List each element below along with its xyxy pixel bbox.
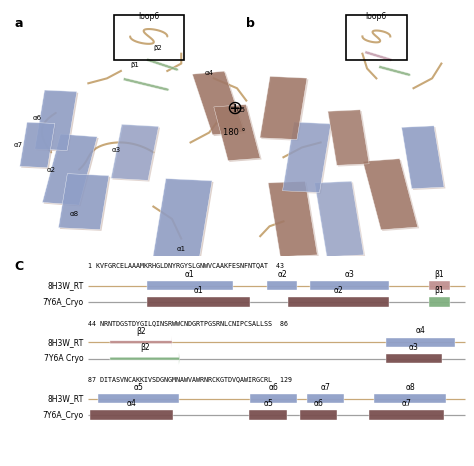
Text: α7: α7 [14, 142, 23, 148]
Polygon shape [21, 123, 56, 169]
FancyBboxPatch shape [98, 394, 179, 403]
Text: β2: β2 [136, 327, 146, 336]
FancyBboxPatch shape [146, 281, 233, 290]
Text: β1: β1 [130, 62, 139, 69]
FancyBboxPatch shape [267, 281, 297, 290]
Polygon shape [36, 91, 78, 152]
Polygon shape [261, 78, 309, 141]
Text: loop6: loop6 [366, 12, 387, 21]
Polygon shape [403, 127, 446, 190]
Polygon shape [260, 76, 307, 139]
Polygon shape [20, 122, 55, 168]
Polygon shape [328, 110, 369, 165]
Text: 7Y6A_Cryo: 7Y6A_Cryo [43, 298, 84, 307]
FancyBboxPatch shape [429, 297, 449, 307]
Polygon shape [401, 126, 444, 189]
Text: 7Y6A_Cryo: 7Y6A_Cryo [43, 411, 84, 419]
FancyBboxPatch shape [369, 411, 444, 420]
FancyBboxPatch shape [429, 281, 449, 290]
Text: b: b [246, 17, 255, 30]
Polygon shape [152, 180, 213, 275]
Text: α1: α1 [177, 246, 186, 252]
Text: loop6: loop6 [138, 12, 159, 21]
Polygon shape [270, 182, 319, 258]
Text: α1: α1 [193, 286, 203, 295]
Polygon shape [284, 123, 332, 194]
Polygon shape [215, 106, 262, 162]
Text: α5: α5 [237, 107, 246, 113]
Text: β2: β2 [140, 343, 150, 352]
Text: β2: β2 [154, 45, 163, 51]
Text: α7: α7 [401, 399, 411, 408]
Polygon shape [214, 104, 260, 161]
Polygon shape [283, 122, 331, 192]
FancyBboxPatch shape [386, 337, 455, 347]
Polygon shape [194, 72, 246, 136]
Text: α5: α5 [263, 399, 273, 408]
Polygon shape [35, 90, 77, 151]
Text: 180 °: 180 ° [223, 128, 246, 137]
Text: 8H3W_RT: 8H3W_RT [47, 281, 84, 290]
Text: α4: α4 [416, 326, 425, 335]
Polygon shape [315, 181, 364, 257]
Text: α3: α3 [409, 343, 419, 351]
Text: α6: α6 [313, 399, 323, 408]
FancyBboxPatch shape [249, 411, 287, 420]
Polygon shape [111, 124, 159, 180]
Polygon shape [42, 134, 97, 205]
Text: 1 KVFGRCELAAAMKRHGLDNYRGYSLGNWVCAAKFESNFNTQAT  43: 1 KVFGRCELAAAMKRHGLDNYRGYSLGNWVCAAKFESNF… [88, 262, 284, 268]
FancyBboxPatch shape [386, 354, 442, 363]
FancyBboxPatch shape [146, 297, 250, 307]
Text: 8H3W_RT: 8H3W_RT [47, 338, 84, 347]
Polygon shape [150, 178, 212, 274]
Text: α2: α2 [47, 166, 55, 172]
FancyBboxPatch shape [310, 281, 389, 290]
Text: α1: α1 [185, 269, 195, 279]
Polygon shape [329, 111, 371, 166]
Text: α3: α3 [112, 147, 121, 153]
Text: a: a [14, 17, 23, 30]
Text: α5: α5 [133, 383, 143, 391]
Text: α4: α4 [127, 399, 137, 408]
Polygon shape [192, 71, 245, 135]
FancyBboxPatch shape [374, 394, 446, 403]
Text: 7Y6A Cryo: 7Y6A Cryo [44, 354, 84, 363]
Text: α6: α6 [269, 383, 279, 391]
Text: C: C [14, 260, 23, 273]
Polygon shape [363, 159, 418, 230]
Text: α2: α2 [277, 269, 287, 279]
FancyBboxPatch shape [90, 411, 173, 420]
Text: α8: α8 [405, 383, 415, 391]
Text: α4: α4 [205, 70, 214, 76]
FancyBboxPatch shape [307, 394, 344, 403]
Text: 87 DITASVNCAKKIVSDGNGMNAWVAWRNRCKGTDVQAWIRGCRL  129: 87 DITASVNCAKKIVSDGNGMNAWVAWRNRCKGTDVQAW… [88, 376, 292, 382]
Polygon shape [112, 125, 160, 182]
Text: ⊕: ⊕ [227, 98, 243, 117]
Polygon shape [316, 182, 365, 258]
Text: 44 NRNTDGSTDYGILQINSRWWCNDGRTPGSRNLCNIPCSALLSS  86: 44 NRNTDGSTDYGILQINSRWWCNDGRTPGSRNLCNIPC… [88, 321, 288, 327]
Polygon shape [268, 181, 317, 257]
Text: α6: α6 [33, 115, 42, 121]
Text: α8: α8 [70, 212, 79, 218]
Polygon shape [44, 135, 99, 206]
Polygon shape [364, 160, 419, 231]
Text: 8H3W_RT: 8H3W_RT [47, 394, 84, 403]
FancyBboxPatch shape [300, 411, 337, 420]
Text: β1: β1 [434, 269, 444, 279]
FancyBboxPatch shape [288, 297, 389, 307]
Text: β1: β1 [434, 286, 444, 295]
FancyBboxPatch shape [250, 394, 297, 403]
Text: α7: α7 [320, 383, 330, 391]
Polygon shape [60, 175, 110, 231]
Text: α2: α2 [334, 286, 344, 295]
Polygon shape [58, 174, 109, 230]
Text: α3: α3 [345, 269, 355, 279]
